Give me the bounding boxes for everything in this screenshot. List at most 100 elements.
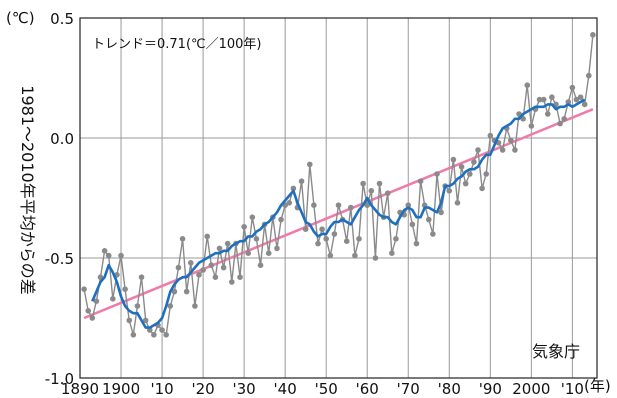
- annual-point: [306, 161, 313, 168]
- annual-point: [434, 171, 440, 177]
- annual-point: [544, 111, 551, 117]
- annual-point: [438, 209, 444, 216]
- x-tick-label: '10: [150, 380, 173, 398]
- annual-point: [315, 240, 321, 247]
- annual-point: [81, 286, 87, 293]
- annual-point: [241, 224, 247, 230]
- annual-point: [224, 240, 231, 247]
- x-tick-label: '20: [191, 380, 214, 398]
- annual-point: [286, 200, 293, 206]
- annual-point: [126, 317, 133, 324]
- y-axis-title: 1981〜2010年平均からの差: [18, 85, 37, 294]
- annual-point: [110, 296, 116, 302]
- annual-point: [565, 99, 572, 105]
- annual-point: [462, 180, 469, 187]
- annual-point: [311, 202, 317, 208]
- annual-point: [405, 202, 412, 208]
- annual-point: [425, 216, 432, 223]
- annual-point: [187, 260, 194, 266]
- annual-point: [549, 94, 555, 100]
- plot-frame: [79, 17, 598, 379]
- annual-point: [204, 233, 210, 240]
- annual-point: [450, 156, 457, 163]
- annual-point: [302, 226, 309, 232]
- annual-point: [134, 303, 141, 309]
- annual-point: [278, 216, 284, 223]
- annual-point: [479, 185, 485, 192]
- annual-point: [327, 252, 334, 259]
- annual-point: [208, 262, 215, 269]
- annual-point: [499, 147, 506, 153]
- trend-annotation: トレンド＝0.71(℃／100年): [92, 37, 262, 52]
- y-tick-label: -0.5: [45, 250, 74, 268]
- annual-point: [577, 94, 584, 100]
- annual-point: [93, 298, 100, 305]
- annual-point: [212, 274, 219, 281]
- annual-point: [101, 248, 108, 254]
- annual-point: [179, 236, 186, 242]
- x-tick-label: '90: [479, 380, 502, 398]
- annual-point: [237, 274, 243, 281]
- source-label: 気象庁: [532, 342, 580, 361]
- annual-point: [389, 250, 395, 256]
- annual-point: [175, 264, 182, 271]
- annual-point: [512, 147, 518, 153]
- x-tick-label: 1890: [61, 380, 99, 398]
- annual-point: [253, 236, 260, 242]
- annual-point: [360, 180, 366, 187]
- annual-point: [245, 250, 252, 256]
- x-tick-label: '30: [233, 380, 256, 398]
- annual-point: [376, 180, 383, 187]
- annual-point: [557, 120, 563, 127]
- y-tick-label: 0.0: [50, 130, 74, 148]
- annual-point: [343, 238, 350, 244]
- annual-point: [171, 288, 178, 295]
- annual-point: [105, 252, 112, 259]
- annual-point: [220, 264, 227, 271]
- y-tick-label: 0.5: [50, 10, 74, 28]
- annual-point: [192, 303, 198, 309]
- annual-point: [471, 159, 477, 165]
- annual-point: [183, 288, 190, 295]
- trend-line-layer: [83, 108, 594, 320]
- annual-point: [319, 226, 325, 232]
- annual-point: [573, 96, 580, 103]
- annual-point: [167, 303, 174, 309]
- annual-point: [323, 236, 329, 242]
- annual-point: [364, 202, 371, 208]
- annual-point: [122, 286, 128, 293]
- annual-point: [536, 96, 543, 103]
- annual-point: [200, 267, 206, 273]
- annual-point: [265, 250, 272, 256]
- annual-point: [581, 101, 588, 108]
- annual-point: [417, 178, 424, 184]
- annual-point: [142, 317, 149, 324]
- x-tick-label: '80: [438, 380, 461, 398]
- y-tick-label: -1.0: [45, 370, 74, 388]
- annual-point: [151, 332, 157, 338]
- x-tick-label: 2000: [512, 380, 550, 398]
- annual-point: [540, 96, 547, 103]
- x-tick-label: 1900: [102, 380, 140, 398]
- annual-point: [274, 245, 280, 252]
- annual-point: [454, 200, 461, 206]
- annual-point: [508, 137, 514, 144]
- running-mean-layer: [91, 98, 586, 329]
- annual-point: [430, 231, 436, 237]
- annual-point: [384, 190, 391, 196]
- annual-series-layer: [81, 32, 596, 338]
- annual-point: [409, 221, 416, 228]
- annual-point: [368, 188, 375, 194]
- annual-point: [590, 32, 596, 38]
- annual-point: [352, 252, 358, 259]
- annual-point: [458, 164, 465, 170]
- annual-point: [331, 231, 338, 237]
- annual-point: [467, 171, 473, 177]
- annual-point: [163, 332, 169, 338]
- annual-point: [356, 236, 362, 242]
- annual-point: [89, 315, 96, 321]
- annual-point: [561, 116, 567, 122]
- annual-point: [372, 255, 379, 261]
- annual-point: [257, 262, 264, 269]
